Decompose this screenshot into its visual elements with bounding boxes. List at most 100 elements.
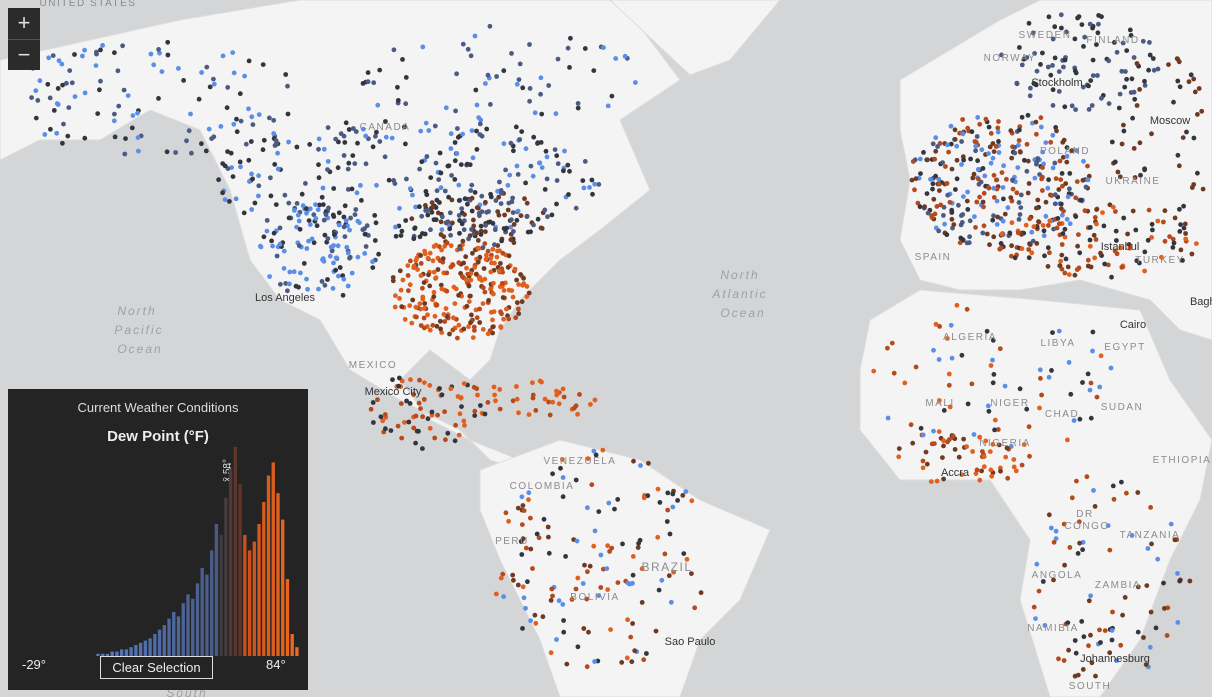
country-label: SOUTH (1069, 681, 1112, 692)
histogram[interactable]: x̄ 58° (8, 389, 308, 690)
weather-point (438, 170, 444, 176)
weather-point (462, 423, 467, 428)
histogram-widget: Current Weather Conditions Dew Point (°F… (8, 389, 308, 690)
weather-point (298, 270, 303, 276)
weather-point (456, 292, 461, 298)
weather-point (435, 267, 441, 272)
weather-point (596, 182, 602, 187)
country-label: DR (1076, 509, 1093, 520)
weather-point (528, 515, 533, 521)
weather-point (425, 255, 431, 261)
weather-point (922, 204, 927, 210)
weather-point (542, 187, 548, 192)
weather-point (1195, 112, 1200, 117)
weather-point (1025, 190, 1031, 196)
weather-point (1013, 468, 1019, 474)
weather-point (544, 176, 550, 182)
weather-point (1081, 634, 1087, 640)
weather-point (625, 617, 630, 623)
weather-point (373, 133, 378, 139)
weather-point (342, 234, 348, 240)
weather-point (450, 262, 456, 268)
weather-point (333, 136, 339, 142)
weather-point (1051, 577, 1056, 583)
weather-point (1085, 163, 1090, 169)
weather-point (313, 202, 318, 208)
weather-point (921, 150, 926, 155)
weather-point (1089, 660, 1095, 666)
weather-point (499, 281, 505, 286)
weather-point (464, 161, 470, 167)
zoom-in-button[interactable]: + (8, 8, 40, 40)
weather-point (510, 210, 516, 216)
weather-point (507, 172, 513, 178)
weather-point (453, 422, 458, 428)
weather-point (1085, 177, 1091, 183)
weather-point (349, 186, 355, 192)
clear-selection-button[interactable]: Clear Selection (100, 656, 213, 679)
weather-point (370, 265, 376, 270)
weather-point (431, 289, 437, 295)
weather-point (438, 185, 444, 191)
weather-point (544, 154, 550, 160)
country-label: LIBYA (1040, 338, 1075, 349)
country-label: MEXICO (349, 360, 397, 371)
weather-point (1062, 57, 1068, 63)
weather-point (296, 284, 301, 290)
weather-point (1011, 457, 1017, 462)
weather-point (561, 618, 566, 623)
weather-point (513, 124, 519, 130)
zoom-out-button[interactable]: − (17, 42, 31, 67)
weather-point (403, 218, 409, 223)
weather-point (1061, 137, 1067, 143)
weather-point (199, 141, 204, 147)
weather-point (510, 398, 516, 404)
weather-point (940, 160, 945, 166)
weather-point (1175, 152, 1181, 158)
country-label: EGYPT (1104, 342, 1145, 353)
weather-point (1073, 650, 1079, 656)
country-label: BRAZIL (641, 560, 692, 574)
weather-point (965, 125, 971, 131)
weather-point (1038, 115, 1044, 121)
weather-point (325, 167, 330, 173)
weather-point (960, 131, 966, 137)
weather-point (1072, 36, 1078, 42)
weather-point (1027, 242, 1033, 248)
weather-point (319, 194, 325, 200)
weather-point (1005, 205, 1011, 211)
weather-point (1188, 72, 1194, 78)
weather-point (116, 103, 122, 109)
weather-point (320, 202, 326, 208)
weather-point (533, 620, 539, 626)
weather-point (447, 226, 453, 232)
weather-point (668, 599, 674, 605)
weather-point (391, 178, 396, 183)
weather-point (1087, 21, 1093, 27)
weather-point (946, 382, 952, 388)
weather-point (1088, 415, 1094, 421)
weather-point (630, 572, 636, 578)
weather-point (497, 179, 502, 185)
weather-point (1062, 226, 1068, 232)
weather-point (256, 183, 262, 189)
weather-point (204, 64, 210, 70)
weather-point (1011, 464, 1017, 470)
weather-point (473, 271, 479, 277)
weather-point (1016, 142, 1021, 148)
weather-point (1053, 528, 1059, 534)
weather-point (1085, 257, 1091, 263)
weather-point (448, 243, 454, 249)
weather-point (1001, 163, 1006, 169)
weather-point (509, 199, 515, 205)
weather-point (1133, 227, 1139, 233)
weather-point (417, 204, 422, 210)
weather-point (470, 335, 476, 340)
weather-point (514, 277, 519, 283)
weather-point (1051, 539, 1057, 545)
weather-point (1102, 261, 1108, 267)
weather-point (468, 53, 474, 59)
weather-point (422, 231, 428, 237)
weather-point (393, 293, 398, 299)
